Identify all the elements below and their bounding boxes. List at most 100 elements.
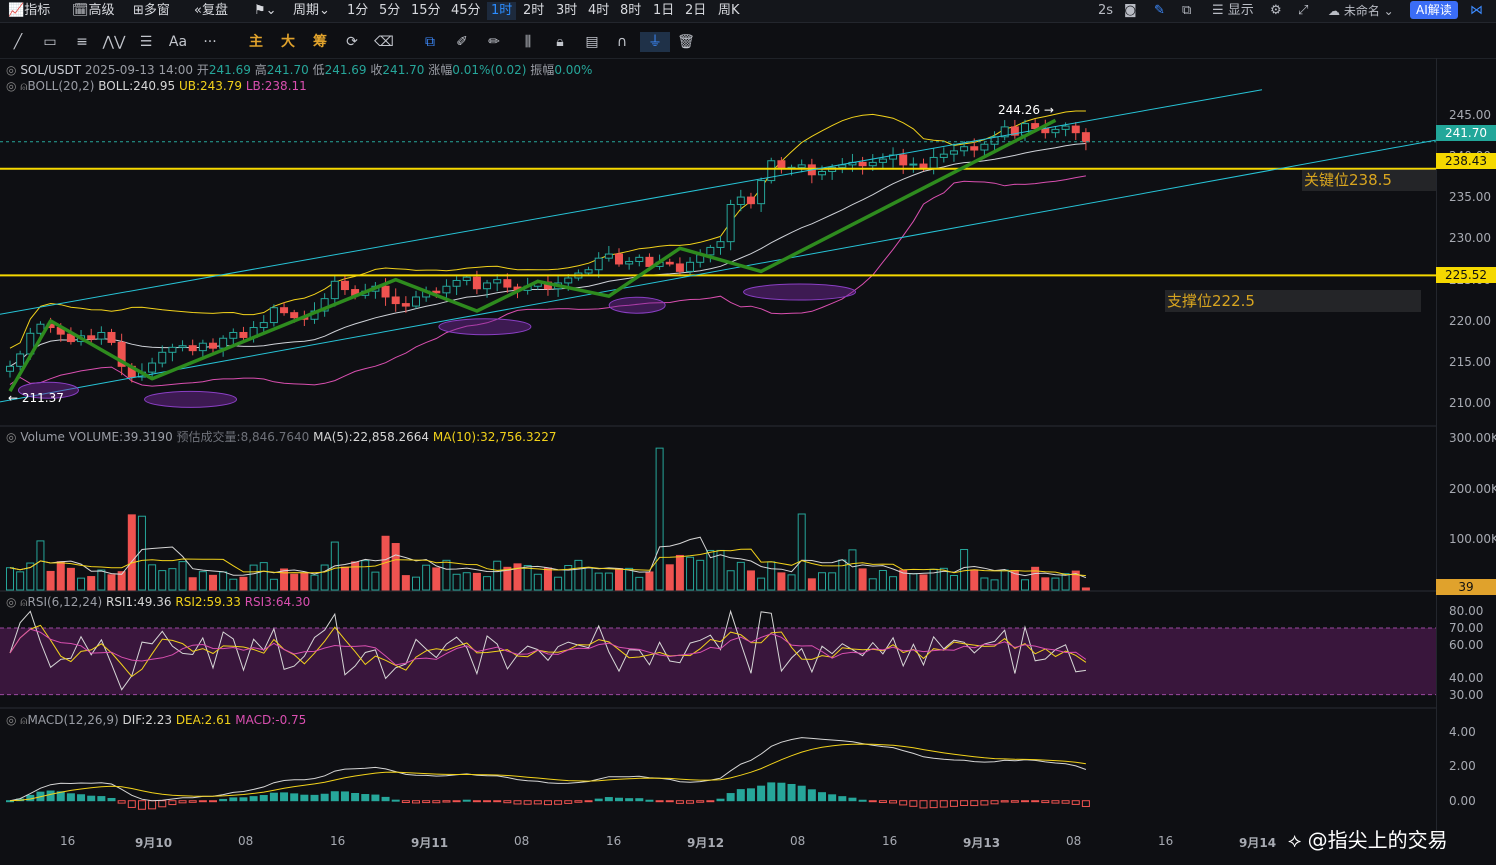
period-4h[interactable]: 4时 — [588, 3, 610, 18]
period-8h[interactable]: 8时 — [620, 3, 642, 18]
text-tool[interactable]: Aa — [168, 34, 188, 50]
more-tools[interactable]: ··· — [203, 34, 217, 50]
period-5m[interactable]: 5分 — [379, 3, 401, 18]
fib-tool-icon[interactable]: ☰ — [139, 34, 153, 50]
big-order-button[interactable]: 大 — [281, 34, 295, 50]
volume-bar — [533, 573, 542, 591]
filter-icon[interactable]: ⏚ — [640, 32, 670, 52]
macd-histogram-bar — [422, 800, 431, 804]
volume-bar — [655, 447, 664, 591]
time-tick-label: 16 — [882, 834, 898, 848]
macd-histogram-bar — [401, 800, 410, 804]
period-1d[interactable]: 1日 — [653, 3, 675, 18]
layout-name-menu[interactable]: ☁ 未命名 ⌄ — [1328, 4, 1394, 18]
trash-icon[interactable]: 🗑︎ — [677, 34, 695, 50]
main-chip-button[interactable]: 主 — [249, 34, 263, 50]
volume-bar — [807, 578, 816, 591]
volume-bar — [1071, 570, 1080, 591]
popout-icon[interactable]: ⧉ — [1182, 3, 1192, 18]
ai-interpret-button[interactable]: AI解读 — [1410, 1, 1458, 19]
rectangle-tool-icon[interactable]: ▭ — [43, 34, 57, 50]
volume-bar — [980, 577, 989, 591]
volume-bar — [16, 571, 25, 591]
macd-histogram-bar — [1041, 800, 1050, 804]
measure-icon[interactable]: ✐ — [456, 34, 468, 50]
volume-bar — [26, 562, 35, 591]
support-level-note[interactable]: 支撑位222.5 — [1165, 290, 1421, 312]
parallel-lines-icon[interactable]: ≡ — [76, 34, 88, 50]
copy-drawing-icon[interactable]: ⧉ — [425, 34, 435, 50]
watermark: ⟡ @指尖上的交易 — [1288, 828, 1448, 852]
chip-dist-button[interactable]: 筹 — [313, 34, 327, 50]
macd-histogram-bar — [1010, 800, 1019, 803]
replay-menu[interactable]: «复盘 — [194, 3, 228, 18]
period-2h[interactable]: 2时 — [523, 3, 545, 18]
macd-legend[interactable]: ◎ ⍝MACD(12,26,9) DIF:2.23 DEA:2.61 MACD:… — [6, 713, 307, 727]
volume-bar — [36, 540, 45, 591]
edit-list-icon[interactable]: ▤ — [585, 34, 599, 50]
volume-bar — [249, 564, 258, 591]
macd-histogram-bar — [645, 799, 654, 802]
period-1h[interactable]: 1时 — [487, 2, 517, 20]
volume-bar — [818, 572, 826, 591]
line-tool-icon[interactable]: ╱ — [13, 34, 23, 50]
volume-bar — [442, 559, 451, 591]
macd-histogram-bar — [625, 798, 634, 802]
eraser-icon[interactable]: ⌫ — [374, 34, 394, 50]
candlestick-chart[interactable] — [0, 58, 1436, 833]
channel-upper-line — [0, 89, 1263, 315]
period-menu[interactable]: 周期⌄ — [293, 3, 330, 18]
chart-type-icon[interactable]: ⚑⌄ — [254, 3, 277, 18]
macd-histogram-bar — [929, 800, 938, 809]
display-menu[interactable]: ☰ 显示 — [1212, 3, 1254, 18]
multi-window-menu[interactable]: ⊞多窗 — [133, 3, 170, 18]
candle-body — [868, 161, 877, 167]
candle-body — [899, 154, 908, 166]
macd-histogram-bar — [290, 793, 299, 802]
time-axis[interactable]: 16 9月10 08 16 9月11 08 16 9月12 08 16 9月13 08 16 9月14 — [0, 832, 1436, 854]
period-week[interactable]: 周K — [718, 3, 740, 18]
refresh-interval[interactable]: 2s — [1098, 3, 1114, 18]
macd-histogram-bar — [320, 793, 329, 802]
refresh-drawings-icon[interactable]: ⟳ — [346, 34, 358, 50]
price-tick-label: 220.00 — [1449, 313, 1491, 328]
macd-histogram-bar — [340, 791, 349, 802]
volume-legend[interactable]: ◎ Volume VOLUME:39.3190 预估成交量:8,846.7640… — [6, 430, 557, 444]
rsi-legend[interactable]: ◎ ⍝RSI(6,12,24) RSI1:49.36 RSI2:59.33 RS… — [6, 595, 311, 609]
fullscreen-icon[interactable]: ⤢ — [1298, 3, 1309, 18]
candle-body — [919, 163, 928, 169]
period-45m[interactable]: 45分 — [451, 3, 481, 18]
candles-icon[interactable]: ⫼ — [524, 34, 532, 50]
lock-icon[interactable]: 🔒︎ — [556, 34, 564, 50]
price-axis[interactable]: 245.00240.00235.00230.00225.00220.00215.… — [1436, 58, 1496, 833]
candle-body — [746, 196, 755, 205]
period-15m[interactable]: 15分 — [411, 3, 441, 18]
macd-histogram-bar — [198, 800, 207, 803]
share-icon[interactable]: ⋈ — [1470, 3, 1483, 18]
wave-tool-icon[interactable]: ⋀⋁ — [102, 34, 126, 50]
candle-body — [818, 170, 826, 176]
volume-bar — [625, 567, 634, 591]
camera-icon[interactable]: ◙ — [1124, 3, 1137, 18]
period-2d[interactable]: 2日 — [685, 3, 707, 18]
macd-histogram-bar — [442, 800, 451, 803]
key-level-note[interactable]: 关键位238.5 — [1302, 169, 1436, 191]
support-zone-ellipse — [17, 381, 79, 399]
candle-body — [675, 263, 684, 272]
volume-bar — [493, 560, 502, 591]
volume-bar — [970, 569, 979, 591]
settings-icon[interactable]: ⚙ — [1270, 3, 1282, 18]
indicator-menu[interactable]: 📈指标 — [8, 3, 51, 18]
pen-icon[interactable]: ✎ — [1154, 3, 1165, 18]
volume-bar — [1031, 566, 1040, 591]
period-1m[interactable]: 1分 — [347, 3, 369, 18]
brush-icon[interactable]: ✏ — [488, 34, 500, 50]
magnet-icon[interactable]: ∩ — [616, 34, 628, 50]
boll-legend[interactable]: ◎ ⍝BOLL(20,2) BOLL:240.95 UB:243.79 LB:2… — [6, 79, 307, 93]
candle-body — [980, 143, 989, 151]
macd-histogram-bar — [858, 799, 867, 802]
candle-body — [858, 161, 867, 167]
advanced-menu[interactable]: 🗓高级 — [72, 3, 115, 18]
period-3h[interactable]: 3时 — [556, 3, 578, 18]
volume-bar — [868, 578, 877, 591]
